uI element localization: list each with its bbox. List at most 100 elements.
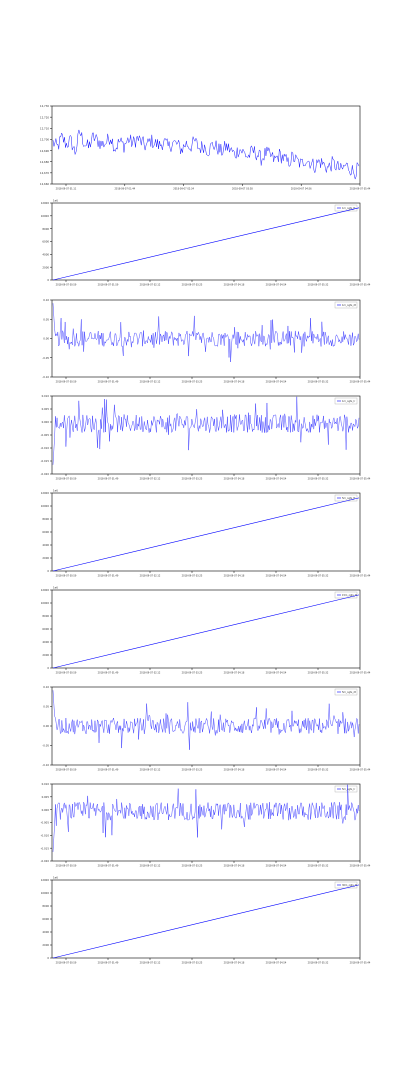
y-tick-label: -0.05 (42, 744, 49, 748)
x-tick-label: 2018-09-07 05:32 (308, 478, 329, 481)
x-tick-label: 2018-09-07 04:18 (224, 478, 245, 481)
y-tick-label: 12,700 (40, 138, 49, 142)
plot-frame (51, 105, 361, 185)
legend-label: 5m_ogts_dt (342, 691, 356, 694)
x-tick-label: 2018-09-07 04:56 (291, 188, 312, 191)
x-tick-label: 2018-09-07 01:49 (98, 865, 119, 868)
y-tick-label: 0.010 (42, 394, 50, 398)
plot-frame (51, 492, 361, 572)
chart-panel-8: 0.010 0.005 0.000 -0.005 -0.010 -0.015 -0.020 2… (41, 782, 371, 867)
x-tick-label: 2018-09-07 05:32 (308, 575, 329, 578)
y-tick-label: -0.010 (41, 834, 50, 838)
y-tick-label: 0 (47, 666, 49, 670)
y-tick-label: 0.05 (43, 705, 49, 709)
y-tick-label: 4000 (42, 253, 49, 257)
x-tick-label: 2018-09-07 04:18 (224, 672, 245, 675)
y-tick-label: 6000 (42, 917, 49, 921)
chart-panel-4: 0.010 0.005 0.000 -0.005 -0.010 -0.015 -0.020 2… (41, 394, 371, 480)
legend-label: 15m_ogts_tt (342, 594, 357, 597)
legend-box (334, 397, 358, 405)
y-tick-label: -0.05 (42, 356, 49, 360)
x-tick-label: 2018-09-07 05:44 (350, 284, 371, 287)
y-tick-label: -0.015 (41, 459, 50, 463)
y-tick-label: 6000 (42, 240, 49, 244)
x-tick-label: 2018-09-07 05:32 (308, 381, 329, 384)
chart-panel-1: 12,730 12,720 12,710 12,700 12,690 12,680 12,6… (40, 104, 371, 190)
x-tick-label: 2018-09-07 02:12 (140, 865, 161, 868)
legend-box (334, 301, 358, 309)
y-tick-label: 8000 (42, 227, 49, 231)
y-tick-label: -0.10 (42, 375, 49, 379)
x-tick-label: 2018-09-07 04:54 (266, 962, 287, 965)
x-tick-label: 2018-09-07 03:25 (182, 865, 203, 868)
x-tick-label: 2018-09-07 02:12 (140, 478, 161, 481)
series-line (52, 497, 360, 572)
y-tick-label: 0 (47, 956, 49, 960)
x-tick-label: 2018-09-07 03:25 (182, 769, 203, 772)
x-tick-label: 2018-09-07 05:32 (308, 672, 329, 675)
x-tick-label: 2018-09-07 01:49 (98, 769, 119, 772)
y-tick-label: 0.00 (43, 337, 49, 341)
y-tick-label: 4000 (42, 930, 49, 934)
chart-panel-9: 12000 10000 8000 6000 4000 2000 0 2018-09-07 00… (41, 876, 371, 965)
y-tick-label: 6000 (42, 530, 49, 534)
plot-frame (51, 589, 361, 669)
legend-box (334, 688, 358, 696)
series-line (52, 396, 360, 465)
x-tick-label: 2018-09-07 05:32 (308, 284, 329, 287)
x-tick-label: 2018-09-07 01:49 (98, 381, 119, 384)
y-tick-label: 8000 (42, 904, 49, 908)
series-line (52, 784, 360, 852)
x-tick-label: 2018-09-07 00:59 (56, 672, 77, 675)
y-tick-label: 12,660 (40, 182, 49, 186)
y-tick-label: 12,710 (40, 126, 49, 130)
x-tick-label: 2018-09-07 00:59 (56, 769, 77, 772)
y-tick-label: 12,670 (40, 171, 49, 175)
legend-box (334, 785, 358, 793)
y-tick-label: 0.05 (43, 317, 49, 321)
y-tick-label: 10000 (41, 214, 50, 218)
x-tick-label: 2018-09-07 02:12 (140, 672, 161, 675)
y-tick-label: 0.005 (42, 795, 50, 799)
legend-label: 5m_ogts_lr (342, 788, 355, 791)
x-tick-label: 2018-09-07 03:25 (182, 284, 203, 287)
plot-frame (51, 299, 361, 378)
x-tick-label: 2018-09-07 02:34 (173, 188, 194, 191)
y-tick-label: 0.005 (42, 407, 50, 411)
y-tick-label: 12,730 (40, 104, 49, 108)
y-tick-label: -0.015 (41, 846, 50, 850)
x-tick-label: 2018-09-07 00:59 (56, 575, 77, 578)
y-tick-label: 4000 (42, 543, 49, 547)
y-tick-label: 2000 (42, 653, 49, 657)
y-tick-label: 0.00 (43, 724, 49, 728)
x-tick-label: 2018-09-07 00:59 (56, 962, 77, 965)
y-tick-label: -0.020 (41, 859, 50, 863)
x-tick-label: 2018-09-07 01:44 (114, 188, 135, 191)
x-tick-label: 2018-09-07 05:44 (350, 188, 371, 191)
plot-frame (51, 686, 361, 766)
x-tick-label: 2018-09-07 02:12 (140, 769, 161, 772)
legend-label: 30m_ogts_tt (342, 884, 357, 887)
y-tick-label: 8000 (42, 517, 49, 521)
x-tick-label: 2018-09-07 04:54 (266, 381, 287, 384)
x-tick-label: 2018-09-07 05:44 (350, 865, 371, 868)
y-tick-label: 12000 (41, 588, 50, 592)
y-tick-label: 6000 (42, 627, 49, 631)
offset-label: 1e6 (53, 489, 58, 493)
y-tick-label: -0.10 (42, 763, 49, 767)
chart-panel-7: 0.10 0.05 0.00 -0.05 -0.10 2018-09-07 00:59 20… (42, 685, 371, 771)
x-tick-label: 2018-09-07 04:54 (266, 575, 287, 578)
offset-label: 1e6 (53, 876, 58, 880)
y-tick-label: 12,720 (40, 115, 49, 119)
x-tick-label: 2018-09-07 02:12 (140, 284, 161, 287)
x-tick-label: 2018-09-07 03:25 (182, 962, 203, 965)
y-tick-label: 0 (47, 278, 49, 282)
y-tick-label: 12000 (41, 201, 50, 205)
plot-frame (51, 202, 361, 281)
y-tick-label: 0.10 (43, 298, 49, 302)
legend-label: 5m_ogts_tt (342, 497, 355, 500)
x-tick-label: 2018-09-07 00:59 (56, 478, 77, 481)
x-tick-label: 2018-09-07 01:49 (98, 478, 119, 481)
chart-panel-3: 0.10 0.05 0.00 -0.05 -0.10 2018-09-07 00:59 20… (42, 298, 371, 383)
